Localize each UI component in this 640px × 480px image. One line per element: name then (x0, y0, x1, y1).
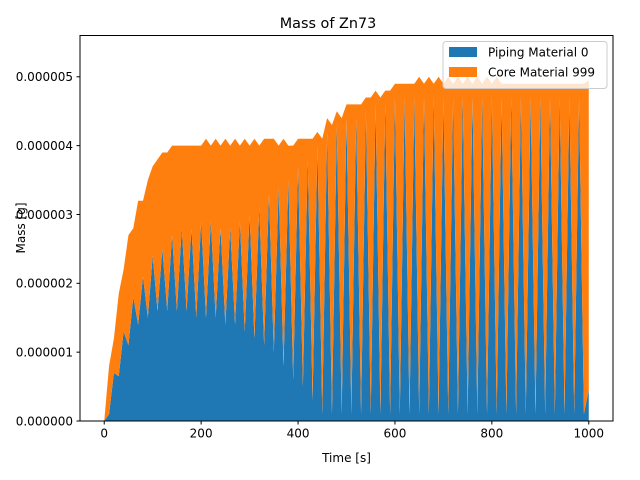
plot-frame (79, 35, 614, 422)
x-tick-label: 0 (100, 427, 108, 441)
y-tick-label: 0.000003 (16, 208, 73, 222)
legend-label-2: Core Material 999 (488, 66, 595, 80)
legend: Piping Material 0 Core Material 999 (442, 41, 608, 89)
legend-swatch-1 (449, 47, 477, 57)
area-series-1 (104, 97, 589, 422)
legend-label-1: Piping Material 0 (488, 46, 589, 60)
chart-title: Mass of Zn73 (280, 16, 377, 32)
y-tick-label: 0.000004 (16, 139, 73, 153)
legend-swatch-2 (449, 67, 477, 77)
legend-box (442, 41, 608, 89)
x-tick-label: 600 (384, 427, 407, 441)
area-series-2 (104, 76, 589, 421)
y-axis-title: Mass [g] (14, 202, 28, 253)
y-axis: 0.000000 0.000001 0.000002 0.000003 0.000004… (16, 70, 80, 428)
x-tick-label: 200 (190, 427, 213, 441)
x-axis-title: Time [s] (321, 451, 371, 465)
y-tick-label: 0.000001 (16, 345, 73, 359)
x-axis: 0 200 400 600 800 1000 (100, 421, 604, 441)
plot-area (104, 76, 589, 422)
y-tick-label: 0.000002 (16, 277, 73, 291)
x-tick-label: 400 (287, 427, 310, 441)
y-tick-label: 0.000005 (16, 70, 73, 84)
y-tick-label: 0.000000 (16, 414, 73, 428)
x-tick-label: 800 (480, 427, 503, 441)
x-tick-label: 1000 (573, 427, 604, 441)
